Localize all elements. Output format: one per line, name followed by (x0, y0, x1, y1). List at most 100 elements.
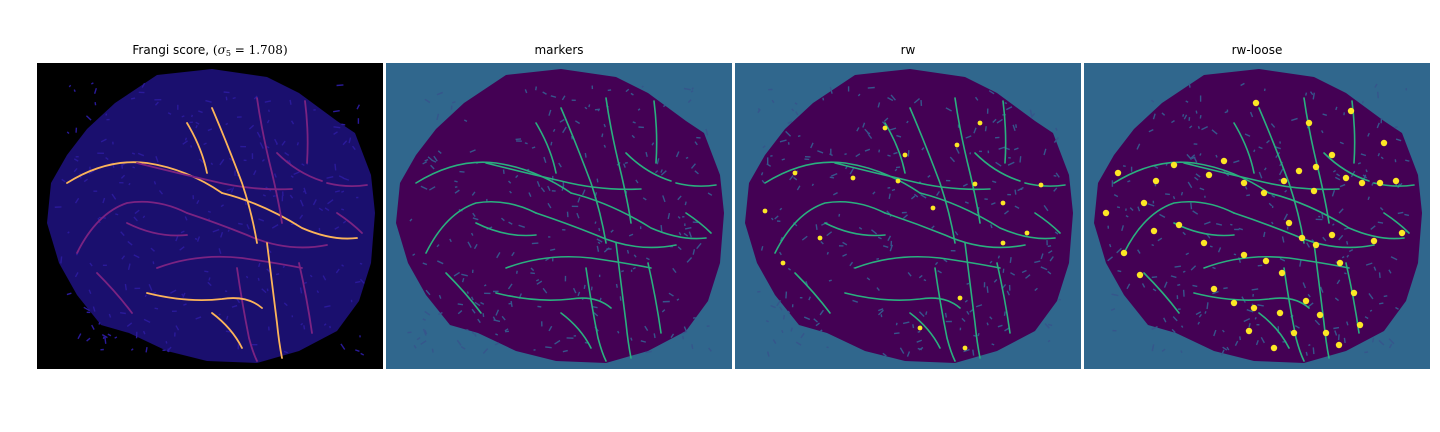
markers-texture-speck (457, 310, 463, 315)
rw-texture-speck (813, 318, 818, 323)
markers-texture-speck (436, 113, 440, 121)
rw-texture-speck (852, 299, 859, 303)
rw-texture-speck (877, 236, 882, 240)
markers-texture-speck (424, 98, 431, 104)
rw-loose-texture-speck (1339, 183, 1346, 188)
rw-texture-speck (966, 282, 970, 285)
markers-texture-speck (686, 257, 693, 263)
rw-texture-speck (820, 241, 824, 245)
rw-loose-texture-speck (1199, 95, 1202, 102)
rw-texture-speck (849, 167, 855, 175)
rw-loose-panel: rw-loose (1084, 43, 1430, 369)
markers-texture-speck (495, 309, 500, 316)
rw-texture-speck (776, 220, 781, 222)
rw-loose-texture-speck (1112, 329, 1117, 332)
rw-loose-texture-speck (1308, 343, 1311, 347)
rw-loose-texture-speck (1204, 310, 1207, 314)
rw-loose-highlight-spot (1152, 177, 1160, 185)
rw-loose-vessel (1323, 152, 1370, 182)
markers-vessel (570, 192, 707, 240)
rw-loose-texture-speck (1249, 111, 1254, 118)
frangi-texture-speck (183, 303, 187, 306)
rw-loose-texture-speck (1182, 114, 1185, 117)
rw-texture-speck (785, 130, 792, 137)
frangi-texture-speck (258, 262, 261, 268)
frangi-texture-speck (225, 96, 228, 101)
rw-loose-texture-speck (1107, 225, 1110, 229)
frangi-texture-speck (111, 193, 117, 200)
frangi-vessel (66, 161, 223, 194)
frangi-vessel (276, 152, 323, 182)
rw-loose-texture-speck (1395, 306, 1399, 310)
rw-loose-texture-speck (1234, 340, 1239, 346)
rw-texture-speck (991, 202, 996, 206)
rw-loose-texture-speck (1244, 133, 1251, 137)
markers-texture-speck (545, 346, 552, 349)
markers-texture-speck (551, 190, 556, 192)
markers-texture-speck (574, 120, 581, 125)
frangi-texture-speck (237, 343, 240, 350)
frangi-texture-speck (196, 199, 200, 205)
markers-texture-speck (707, 192, 713, 196)
frangi-vessel (336, 212, 363, 234)
rw-texture-speck (872, 191, 876, 195)
rw-loose-texture-speck (1332, 169, 1336, 173)
rw-loose-texture-speck (1334, 330, 1338, 336)
rw-texture-speck (799, 297, 803, 299)
frangi-texture-speck (165, 341, 168, 344)
rw-texture-speck (878, 149, 881, 153)
rw-loose-vessel (1193, 292, 1310, 309)
rw-texture-speck (988, 90, 995, 95)
rw-texture-speck (927, 174, 931, 178)
markers-texture-speck (428, 186, 436, 191)
markers-texture-speck (642, 197, 647, 201)
markers-texture-speck (668, 292, 674, 297)
markers-texture-speck (427, 156, 433, 162)
rw-loose-texture-speck (1111, 180, 1114, 187)
rw-loose-texture-speck (1338, 234, 1344, 241)
markers-texture-speck (630, 269, 633, 272)
frangi-texture-speck (224, 290, 228, 293)
rw-texture-speck (917, 330, 921, 333)
rw-loose-texture-speck (1367, 132, 1370, 137)
rw-highlight-spot (962, 345, 968, 351)
frangi-texture-speck (120, 174, 126, 179)
frangi-texture-speck (329, 325, 331, 329)
rw-highlight-spot (895, 178, 901, 184)
rw-texture-speck (883, 117, 889, 123)
frangi-texture-speck (179, 246, 185, 251)
markers-texture-speck (469, 149, 476, 153)
frangi-texture-speck (313, 109, 316, 111)
markers-texture-speck (507, 180, 512, 184)
rw-highlight-spot (917, 325, 923, 331)
rw-texture-speck (867, 86, 875, 89)
rw-loose-texture-speck (1125, 208, 1127, 211)
markers-texture-speck (684, 201, 687, 206)
rw-loose-highlight-spot (1230, 299, 1238, 307)
rw-loose-highlight-spot (1316, 311, 1324, 319)
frangi-vessel (186, 212, 328, 249)
markers-texture-speck (454, 180, 458, 183)
markers-texture-speck (677, 216, 681, 219)
rw-texture-speck (804, 158, 810, 161)
markers-texture-speck (450, 105, 453, 110)
rw-loose-highlight-spot (1312, 163, 1320, 171)
markers-texture-speck (460, 346, 466, 350)
frangi-panel-title: Frangi score, (σ5 = 1.708) (37, 43, 383, 58)
rw-loose-texture-speck (1320, 130, 1324, 134)
rw-loose-texture-speck (1378, 272, 1381, 279)
frangi-texture-speck (268, 326, 270, 331)
markers-texture-speck (692, 221, 698, 224)
rw-loose-texture-speck (1185, 252, 1190, 256)
frangi-texture-speck (357, 118, 360, 124)
frangi-texture-speck (253, 170, 257, 176)
frangi-texture-speck (148, 284, 153, 291)
frangi-texture-speck (166, 346, 172, 352)
frangi-texture-speck (356, 104, 360, 110)
rw-loose-texture-speck (1312, 347, 1315, 355)
markers-vessels (415, 97, 717, 362)
rw-texture-speck (890, 94, 896, 101)
markers-texture-speck (625, 88, 630, 93)
rw-loose-highlight-spot (1356, 321, 1364, 329)
markers-texture-speck (633, 254, 637, 258)
